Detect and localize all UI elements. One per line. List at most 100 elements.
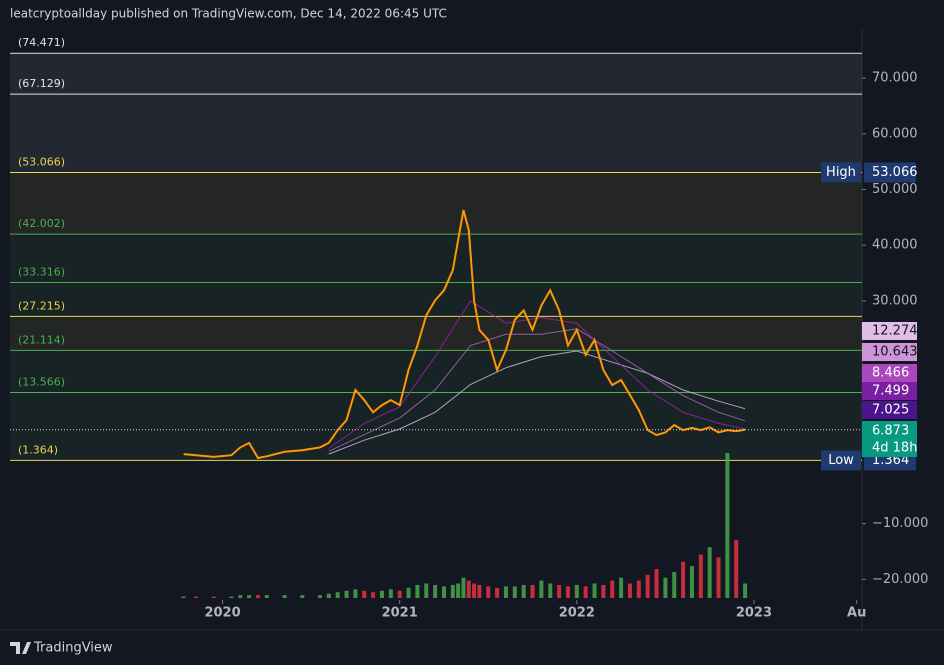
volume-bar	[645, 574, 650, 598]
volume-bar	[255, 595, 260, 598]
volume-bar	[229, 596, 234, 598]
volume-bar	[672, 571, 677, 598]
volume-bar	[193, 596, 198, 598]
x-tick-label: Au	[847, 606, 866, 621]
volume-bar	[441, 586, 446, 598]
volume-bar	[371, 592, 376, 598]
volume-bar	[317, 595, 322, 598]
last-price-label: 6.873	[872, 424, 909, 439]
fib-label: (53.066)	[18, 155, 65, 168]
fib-band	[10, 94, 862, 173]
volume-bar	[362, 590, 367, 598]
brand: TradingView	[33, 641, 113, 656]
volume-bar	[521, 584, 526, 598]
volume-bar	[610, 580, 615, 598]
volume-bar	[689, 566, 694, 598]
price-badge	[862, 364, 917, 382]
x-tick-label: 2020	[204, 606, 240, 621]
volume-bar	[406, 587, 411, 598]
volume-bar	[716, 557, 721, 598]
price-badge	[862, 382, 917, 400]
volume-bar	[601, 584, 606, 598]
volume-bar	[466, 580, 471, 598]
volume-bar	[619, 577, 624, 598]
volume-bar	[486, 586, 491, 598]
fib-label: (67.129)	[18, 77, 65, 90]
fib-band	[10, 316, 862, 351]
price-badge	[862, 343, 917, 361]
volume-bar	[353, 589, 358, 598]
fib-label: (33.316)	[18, 265, 65, 278]
fib-label: (1.364)	[18, 443, 58, 456]
fib-band	[10, 350, 862, 393]
fib-label: (42.002)	[18, 217, 65, 230]
x-tick-label: 2022	[559, 606, 595, 621]
volume-bar	[477, 584, 482, 598]
moving-average	[328, 300, 746, 449]
y-tick-label: −20.000	[872, 572, 928, 587]
price-badge-label: 7.025	[872, 403, 909, 418]
high-value: 53.066	[872, 165, 918, 180]
price-badge-label: 10.643	[872, 345, 918, 360]
volume-bar	[450, 584, 455, 598]
volume-bar	[548, 583, 553, 598]
high-label: High	[826, 165, 856, 180]
volume-bar	[574, 584, 579, 598]
y-tick-label: −10.000	[872, 516, 928, 531]
y-tick-label: 60.000	[872, 126, 918, 141]
fib-band	[10, 53, 862, 95]
fib-band	[10, 172, 862, 235]
volume-bar	[211, 596, 216, 598]
x-tick-label: 2021	[382, 606, 418, 621]
high-badge	[821, 162, 861, 183]
volume-bar	[743, 583, 748, 598]
volume-bar	[388, 589, 393, 598]
y-tick-label: 50.000	[872, 182, 918, 197]
y-tick-label: 70.000	[872, 71, 918, 86]
volume-bar	[557, 584, 562, 598]
x-tick-label: 2023	[736, 606, 772, 621]
moving-average	[328, 328, 746, 452]
volume-bar	[530, 584, 535, 598]
fib-band	[10, 234, 862, 283]
price-badge	[862, 322, 917, 340]
volume-bar	[654, 569, 659, 598]
volume-bar	[433, 584, 438, 598]
volume-bar	[663, 577, 668, 598]
volume-bar	[565, 586, 570, 598]
y-tick-label: 30.000	[872, 293, 918, 308]
price-badge-label: 7.499	[872, 384, 909, 399]
volume-bar	[344, 590, 349, 598]
last-price-badge	[862, 421, 917, 457]
y-tick-label: 40.000	[872, 238, 918, 253]
volume-bar	[592, 583, 597, 598]
volume-bar	[472, 583, 477, 598]
volume-bar	[681, 561, 686, 598]
volume-bar	[583, 586, 588, 598]
price-line	[183, 209, 746, 460]
volume-bar	[397, 590, 402, 598]
high-value-badge	[864, 162, 916, 183]
header: leatcryptoallday published on TradingVie…	[10, 7, 447, 21]
volume-bar	[539, 580, 544, 598]
low-label: Low	[828, 453, 854, 468]
volume-bar	[300, 595, 305, 598]
volume-bar	[282, 595, 287, 598]
volume-bar	[264, 595, 269, 598]
price-badge-label: 8.466	[872, 366, 909, 381]
tradingview-logo	[10, 642, 31, 654]
volume-bar	[247, 595, 252, 598]
countdown-label: 4d 18h	[872, 441, 917, 456]
volume-bar	[734, 540, 739, 598]
volume-bar	[461, 577, 466, 598]
volume-bar	[636, 580, 641, 598]
volume-bar	[627, 583, 632, 598]
fib-label: (27.215)	[18, 299, 65, 312]
volume-bar	[335, 592, 340, 598]
low-badge	[821, 450, 861, 471]
price-badge	[862, 401, 917, 419]
volume-bar	[238, 595, 243, 598]
